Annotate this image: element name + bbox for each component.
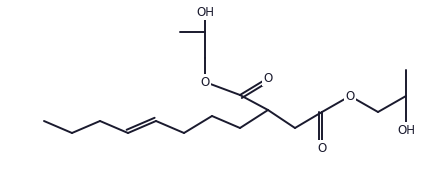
Text: O: O bbox=[317, 142, 327, 154]
Text: O: O bbox=[345, 90, 354, 103]
Text: O: O bbox=[200, 75, 210, 89]
Text: OH: OH bbox=[196, 5, 214, 18]
Text: OH: OH bbox=[397, 123, 415, 136]
Text: O: O bbox=[263, 72, 273, 84]
